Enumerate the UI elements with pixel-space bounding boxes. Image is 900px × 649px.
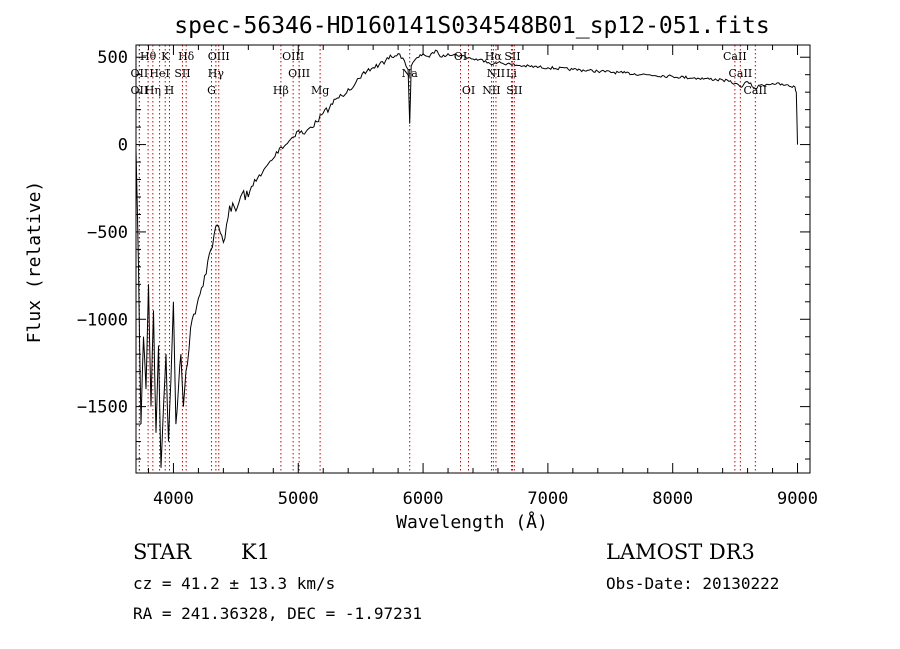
y-tick-label: −500 xyxy=(87,223,128,243)
y-tick-label: 0 xyxy=(118,136,128,156)
spectral-line-label: CaII xyxy=(723,50,747,63)
x-tick-label: 8000 xyxy=(652,489,693,509)
y-axis-label: Flux (relative) xyxy=(24,181,45,344)
spectral-line-label: NII xyxy=(482,84,500,97)
y-tick-label: 500 xyxy=(97,48,128,68)
spectral-line-label: SII xyxy=(174,67,190,80)
axis-ticks: 4000 5000 6000 7000 8000 9000 −1500 −1000 −500 0 5… xyxy=(77,45,818,509)
spectral-line-label: G xyxy=(207,84,216,97)
spectral-line-label: OI xyxy=(462,84,475,97)
spectral-line-label: OIII xyxy=(208,50,230,63)
chart-title: spec-56346-HD160141S034548B01_sp12-051.f… xyxy=(174,13,769,39)
spectral-line-label: NII xyxy=(487,67,505,80)
spectral-line-label: OII xyxy=(131,84,149,97)
x-tick-label: 6000 xyxy=(403,489,444,509)
spectral-line-label: Hβ xyxy=(273,84,289,97)
object-type: STAR xyxy=(133,540,192,564)
spectral-line-label: OIII xyxy=(282,50,304,63)
spectral-line-label: Hγ xyxy=(208,67,225,80)
plot-frame xyxy=(135,44,811,474)
x-tick-label: 4000 xyxy=(153,489,194,509)
x-tick-label: 7000 xyxy=(527,489,568,509)
spectral-line-label: CaII xyxy=(729,67,753,80)
spectral-line-label: H xyxy=(165,84,175,97)
observation-date: Obs-Date: 20130222 xyxy=(606,574,779,593)
spectral-line-label: SII xyxy=(506,84,522,97)
spectral-line-label: OII xyxy=(131,67,149,80)
spectral-line-label: Hθ xyxy=(140,50,157,63)
spectral-line-label: Li xyxy=(506,67,517,80)
spectral-line-markers xyxy=(138,45,756,473)
y-tick-label: −1500 xyxy=(77,398,128,418)
x-tick-label: 9000 xyxy=(777,489,818,509)
redshift-velocity: cz = 41.2 ± 13.3 km/s xyxy=(133,574,335,593)
x-tick-label: 5000 xyxy=(278,489,319,509)
spectral-line-label: Mg xyxy=(311,84,329,97)
spectrum-series-line xyxy=(135,49,798,468)
y-tick-label: −1000 xyxy=(77,310,128,330)
spectral-line-label: Na xyxy=(402,67,419,80)
spectral-line-label: OIII xyxy=(288,67,310,80)
spectral-line-label: SII xyxy=(504,50,520,63)
x-axis-label: Wavelength (Å) xyxy=(396,511,548,533)
spectral-line-label: HeI xyxy=(149,67,169,80)
spectral-line-label: Hα xyxy=(485,50,503,63)
object-subclass: K1 xyxy=(241,540,270,564)
spectral-line-label: OI xyxy=(454,50,467,63)
spectral-line-label: K xyxy=(161,50,170,63)
spectral-line-label: Hδ xyxy=(178,50,195,63)
spectral-line-label: Hη xyxy=(145,84,161,97)
spectral-line-label: CaII xyxy=(743,84,767,97)
survey-name: LAMOST DR3 xyxy=(606,540,755,564)
coordinates: RA = 241.36328, DEC = -1.97231 xyxy=(133,604,422,623)
